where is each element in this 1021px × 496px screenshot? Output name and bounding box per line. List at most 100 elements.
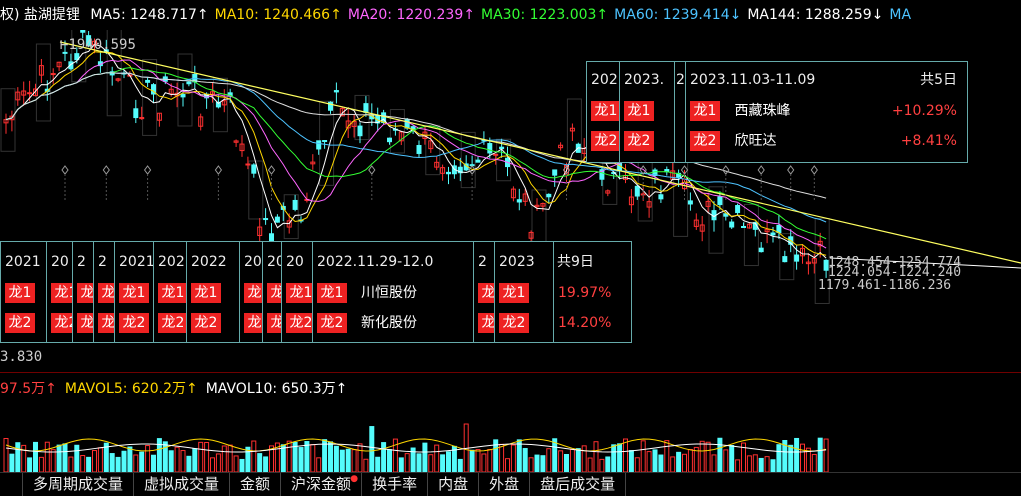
volume-chart[interactable] [0,400,1021,472]
volume-bar [174,446,180,472]
marker-diamond [214,165,223,175]
volume-bar [139,451,145,472]
volume-bar [333,445,339,472]
dragon-panel-bottom[interactable]: 2021龙1龙220龙1龙22龙1龙22龙1龙22021龙1龙2202龙1龙22… [0,241,632,343]
volume-bar [198,441,204,472]
dragon-panel-top[interactable]: 202 龙1 龙2 2023. 龙1 龙2 2 2023.11.03-11.09… [586,61,968,163]
tab-4[interactable]: 换手率 [362,473,429,496]
period-box [673,150,689,237]
volume-bar [103,442,109,472]
tab-0[interactable]: 多周期成交量 [23,473,135,496]
panel-row-dragon1: 龙1 [94,278,114,308]
volume-bar [269,445,274,472]
candle-body [516,199,522,203]
tab-label: 多周期成交量 [33,475,124,493]
tab-3[interactable]: 沪深金额 ● [281,473,363,496]
ma5-line [5,43,827,259]
period-box [425,124,441,176]
candle-body [239,143,245,152]
panel-column: 2022 龙1 龙2 [187,242,240,342]
volume-bar [564,454,569,472]
volume-bar [192,448,198,472]
dragon1-badge: 龙1 [51,283,72,303]
ma-legend: MA5: 1248.717↑ MA10: 1240.466↑ MA20: 1220.… [90,7,917,23]
volume-bar [227,444,233,472]
candle-body [811,258,817,264]
tab-2[interactable]: 金额 [230,473,282,496]
candle-body [546,193,552,198]
dragon2-stock-name[interactable]: 欣旺达 [734,133,777,149]
volume-bar [646,451,652,472]
panel-date: 2022 [191,254,227,270]
volume-bar [44,441,50,472]
panel-date: 2 [77,254,86,270]
volume-bar [575,448,581,472]
tab-6[interactable]: 外盘 [479,473,531,496]
panel-column: 20 龙1 龙2 [240,242,263,342]
candle-body [198,116,204,127]
candle-body [310,161,316,165]
panel-column: 20 龙1 龙2 [263,242,282,342]
volume-bar [251,440,257,472]
candle-body [274,216,280,223]
tab-1[interactable]: 虚拟成交量 [134,473,231,496]
candle-body [333,90,339,93]
volume-bar [345,448,351,472]
panel-row-dragon1: 龙1 [282,278,312,308]
chart-header: 权) 盐湖提锂 MA5: 1248.717↑ MA10: 1240.466↑ MA2… [0,0,1021,30]
candle-body [475,159,481,163]
panel-date-partial: 202 [591,72,618,88]
volume-bar [68,456,74,472]
panel-row-dragon1: 龙1 [240,278,262,308]
volume-bar [658,454,664,472]
volume-bar [375,456,381,472]
volume-bar [133,454,139,472]
volume-bar [410,447,416,472]
period-box [0,88,16,152]
dragon1-badge: 龙1 [317,283,347,303]
ma10-line [5,51,827,256]
volume-bar [729,445,735,472]
volume-bar [741,442,746,472]
dragon2-badge: 龙2 [158,313,186,333]
volume-bar [316,457,322,472]
candle-body [15,91,21,101]
volume-bar [446,451,451,472]
marker-diamond [810,165,818,175]
candle-body [658,194,664,200]
volume-stat-2: MAVOL10: 650.3万↑ [205,381,348,397]
volume-bar [634,457,640,472]
volume-bar [422,442,428,472]
panel-date-partial: 2023. [624,72,665,88]
tab-5[interactable]: 内盘 [428,473,480,496]
dragon1-badge: 龙1 [98,283,114,303]
dragon1-stock-name[interactable]: 川恒股份 [361,285,417,301]
candle-body [168,88,174,95]
volume-bar [416,453,422,472]
trend-line [59,41,1021,264]
candle-body [646,201,652,208]
stock-name[interactable]: 盐湖提锂 [23,7,80,23]
volume-bar [145,445,151,472]
volume-stat-0: 97.5万↑ [0,381,57,397]
volume-bar [33,441,38,472]
dragon2-badge: 龙2 [51,313,72,333]
volume-bar [510,444,516,472]
panel-row-dragon2: 龙2 [115,308,153,338]
volume-bar [735,459,741,472]
dragon1-badge: 龙1 [191,283,221,303]
volume-bar [62,443,68,472]
dragon2-badge: 龙2 [499,313,529,333]
volume-bar [180,450,186,472]
ma30-line [5,67,827,240]
marker-diamond [368,165,376,175]
panel-column: 2021 龙1 龙2 [115,242,154,342]
panel-date: 20 [51,254,69,270]
candle-body [56,61,62,68]
volume-bar [115,456,121,472]
candle-body [387,137,392,143]
dragon2-stock-name[interactable]: 新化股份 [361,315,417,331]
dragon1-stock-name[interactable]: 西藏珠峰 [734,103,791,119]
tab-7[interactable]: 盘后成交量 [530,473,627,496]
tab-spacer [0,473,23,496]
